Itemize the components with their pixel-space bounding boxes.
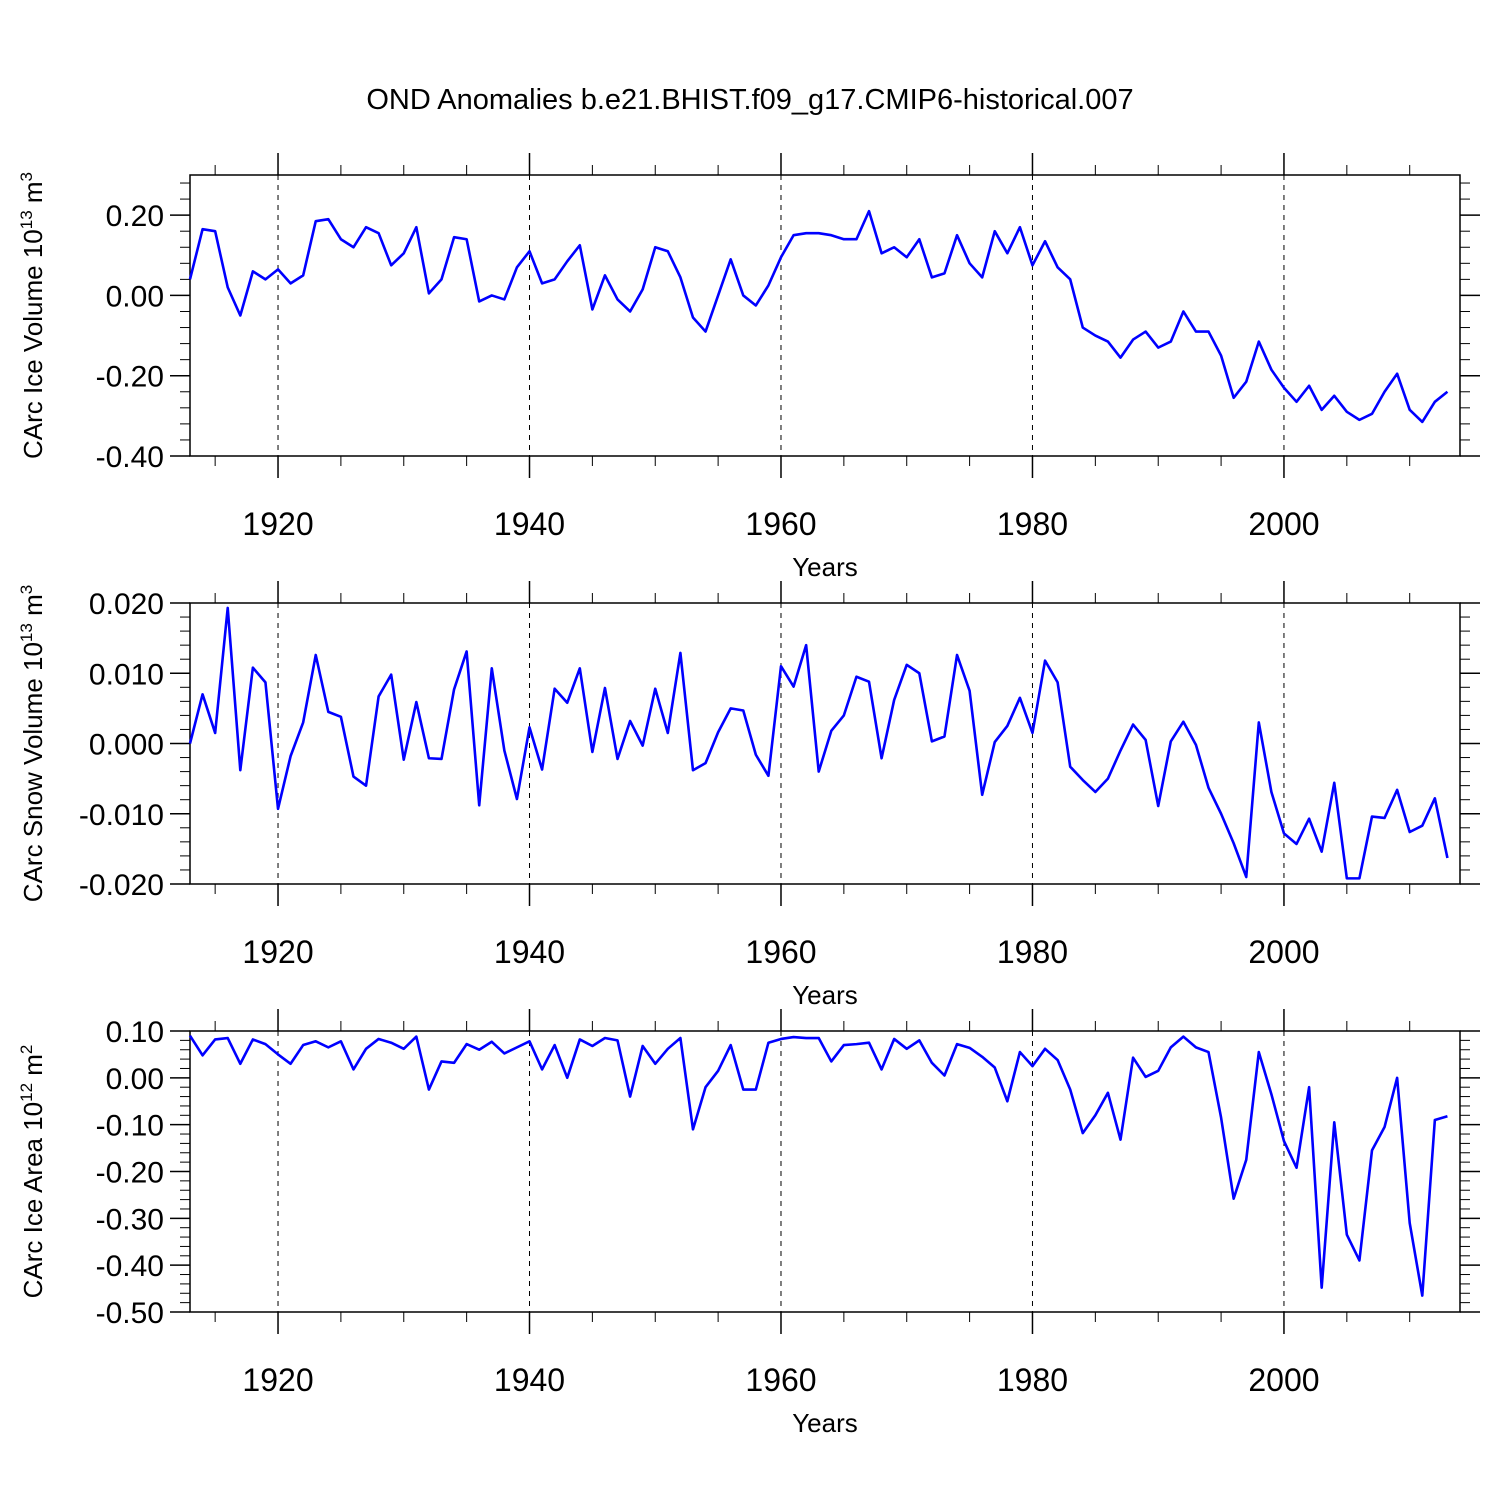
y-axis-title: CArc Ice Volume 1013 m3 (17, 172, 48, 459)
x-axis-title: Years (792, 552, 858, 582)
y-tick-label: -0.30 (96, 1203, 164, 1236)
x-tick-label: 1920 (242, 1362, 313, 1398)
y-tick-label: 0.000 (89, 729, 164, 762)
plot-frame (189, 602, 1461, 885)
x-tick-label: 1920 (242, 506, 313, 542)
x-tick-label: 2000 (1248, 1362, 1319, 1398)
x-tick-label: 1980 (997, 934, 1068, 970)
x-tick-label: 2000 (1248, 506, 1319, 542)
figure-title: OND Anomalies b.e21.BHIST.f09_g17.CMIP6-… (366, 84, 1134, 116)
x-axis-title: Years (792, 980, 858, 1010)
series-line (188, 606, 1449, 880)
x-tick-label: 2000 (1248, 934, 1319, 970)
panel-snow-volume: -0.020 -0.010 0.000 0.010 0.020 1920 1940 1960 1… (17, 581, 1480, 1010)
x-tick-label: 1920 (242, 934, 313, 970)
y-tick-label: 0.00 (106, 280, 164, 313)
y-tick-label: 0.00 (106, 1063, 164, 1096)
y-tick-label: -0.20 (96, 361, 164, 394)
y-axis-title: CArc Ice Area 1012 m2 (17, 1045, 48, 1299)
x-tick-label: 1960 (745, 1362, 816, 1398)
panel-ice-volume: -0.40 -0.20 0.00 0.20 1920 1940 1960 1980 2000 Ye… (17, 153, 1480, 582)
y-tick-label: -0.40 (96, 1250, 164, 1283)
x-tick-label: 1940 (494, 934, 565, 970)
y-tick-label: -0.20 (96, 1157, 164, 1190)
y-tick-label: -0.10 (96, 1110, 164, 1143)
x-axis-title: Years (792, 1408, 858, 1438)
y-tick-label: -0.40 (96, 441, 164, 474)
x-tick-label: 1940 (494, 506, 565, 542)
series-line (188, 1034, 1448, 1297)
y-tick-label: 0.10 (106, 1016, 164, 1049)
y-tick-label: -0.020 (79, 869, 164, 902)
x-tick-label: 1960 (745, 934, 816, 970)
y-axis-title: CArc Snow Volume 1013 m3 (17, 585, 48, 902)
x-tick-label: 1980 (997, 506, 1068, 542)
x-tick-label: 1980 (997, 1362, 1068, 1398)
series-line (188, 209, 1449, 424)
panel-ice-area: -0.50 -0.40 -0.30 -0.20 -0.10 0.00 0.10 1920 194… (17, 1009, 1480, 1438)
x-tick-label: 1960 (745, 506, 816, 542)
plot-frame (189, 174, 1461, 457)
y-tick-label: 0.020 (89, 588, 164, 621)
y-tick-label: -0.50 (96, 1297, 164, 1330)
y-tick-label: 0.20 (106, 200, 164, 233)
y-tick-label: -0.010 (79, 799, 164, 832)
plot-frame (189, 1030, 1461, 1313)
y-tick-label: 0.010 (89, 658, 164, 691)
x-tick-label: 1940 (494, 1362, 565, 1398)
